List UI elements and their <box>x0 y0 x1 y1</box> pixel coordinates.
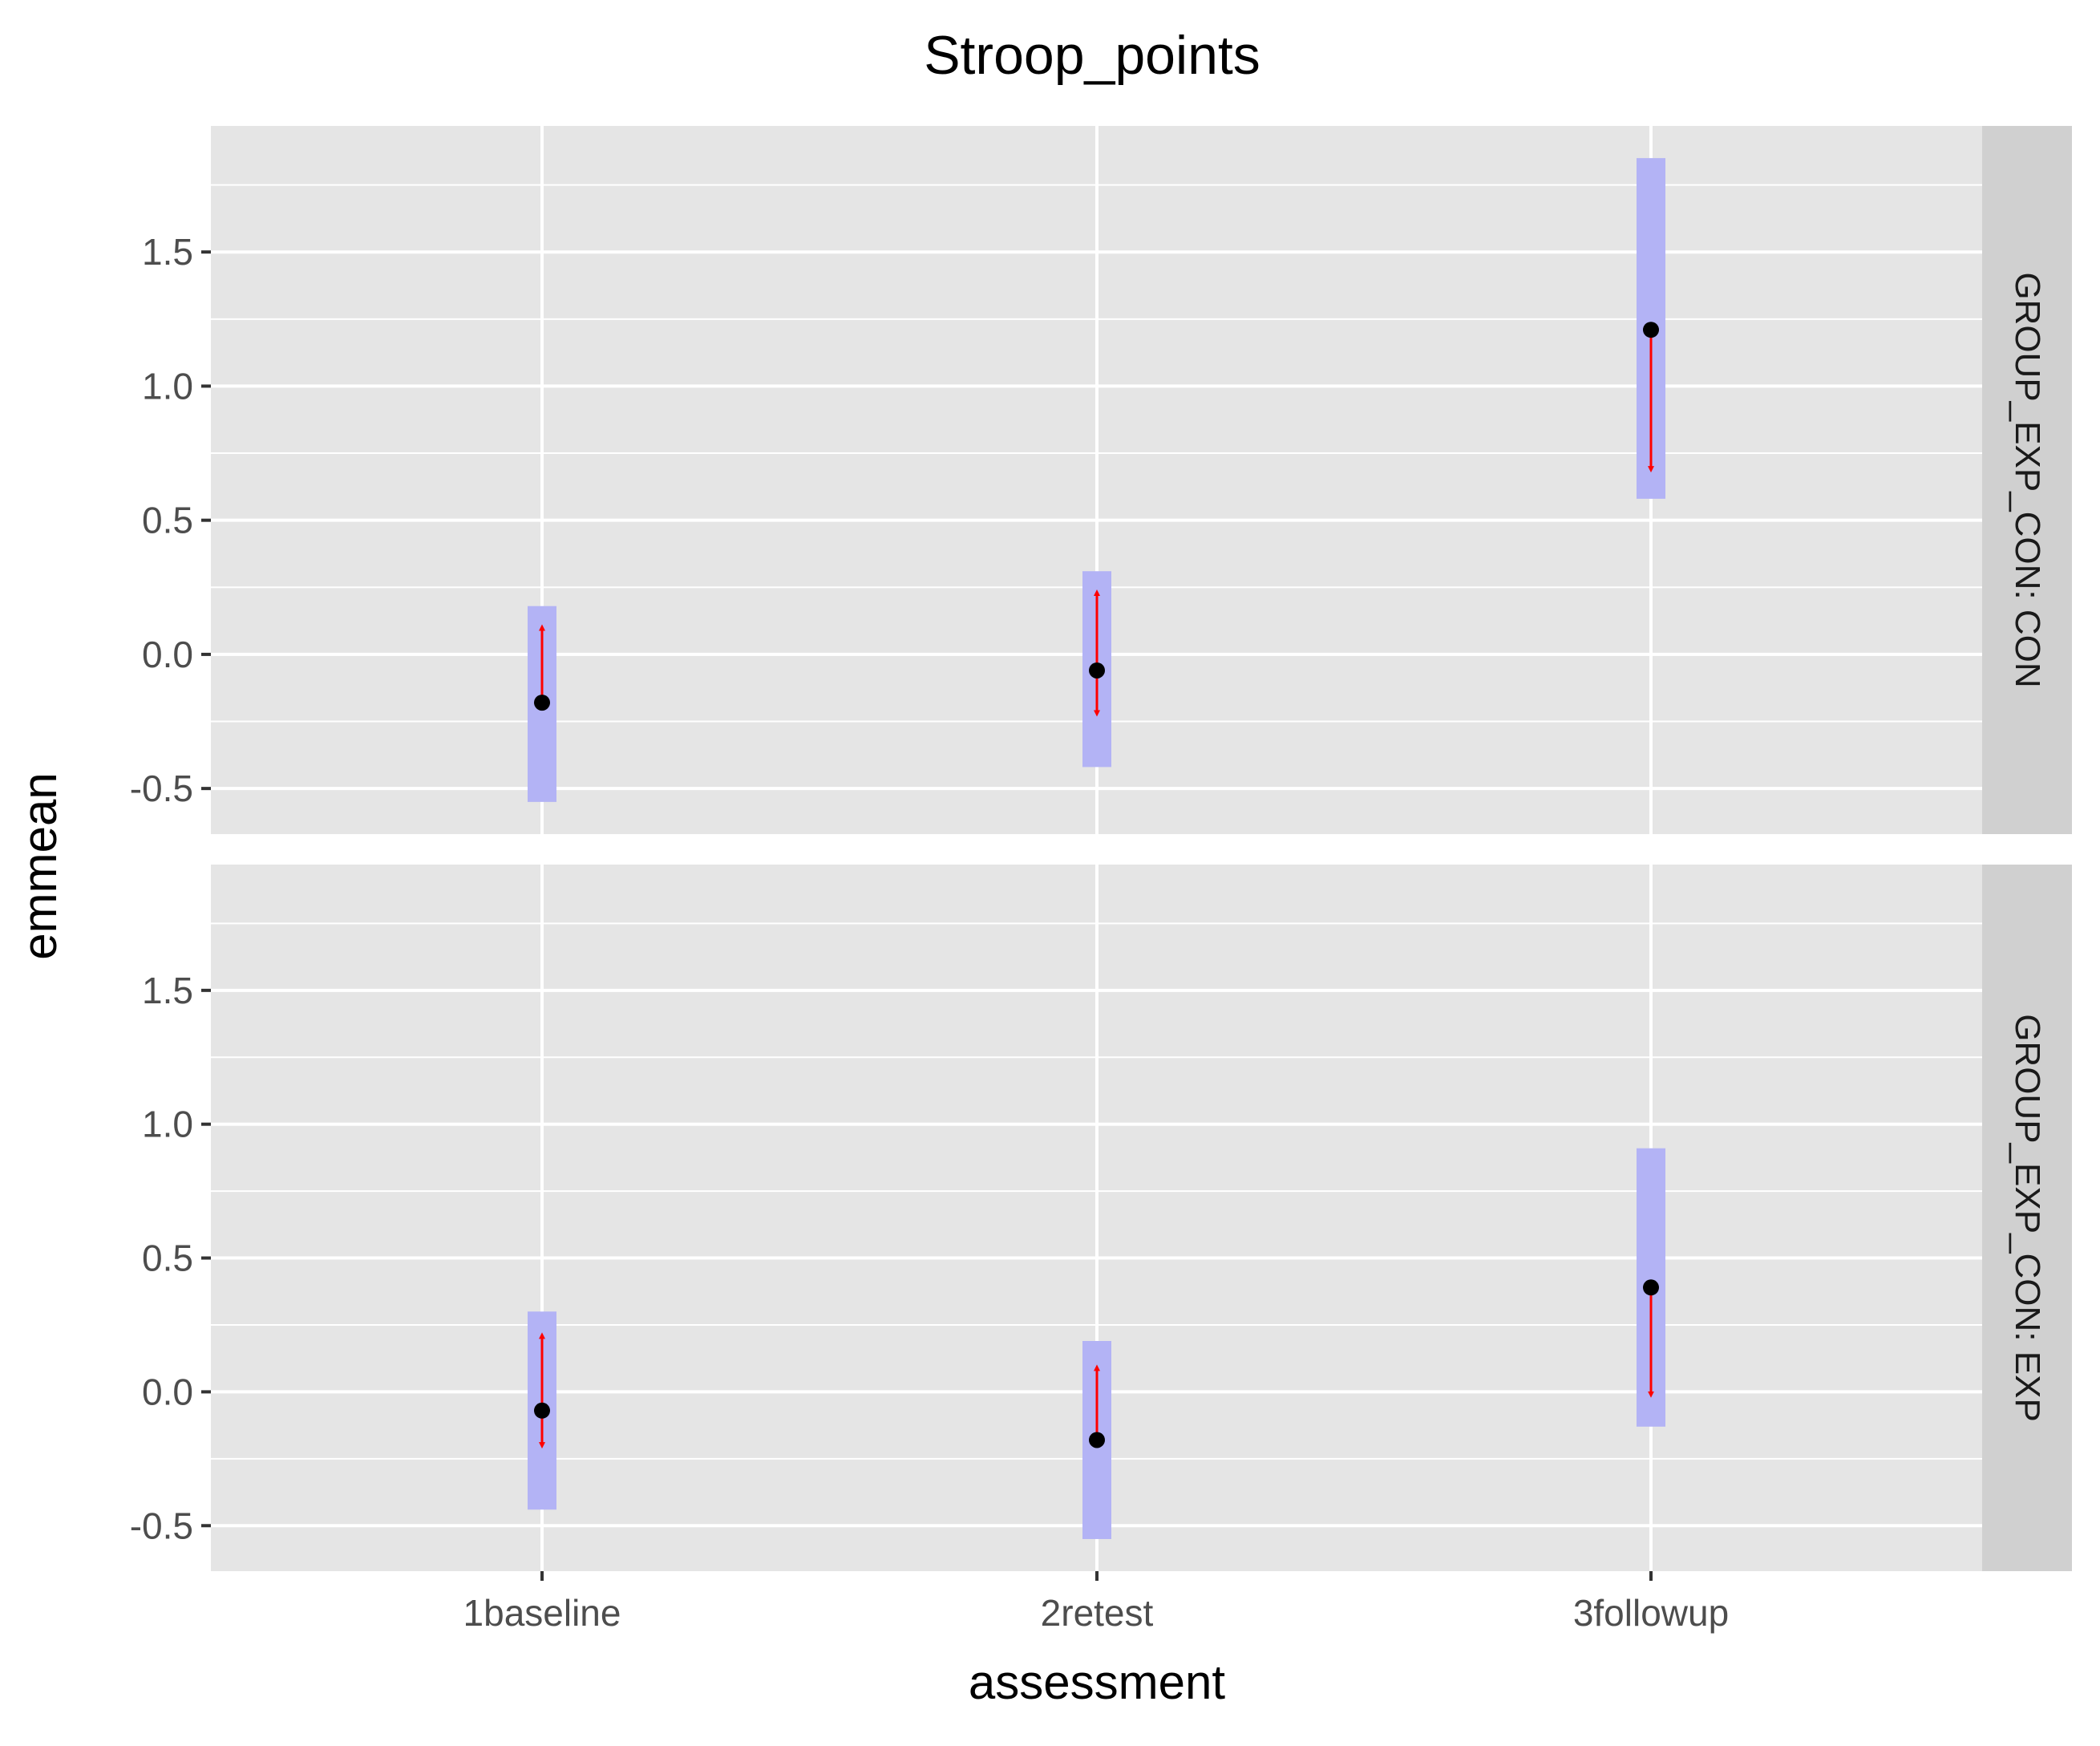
x-tick-label: 1baseline <box>463 1592 621 1634</box>
emmean-point <box>1643 322 1659 338</box>
y-tick-label: -0.5 <box>130 1505 193 1546</box>
emmean-point <box>534 695 550 711</box>
emmean-point <box>1643 1279 1659 1296</box>
facet-strip <box>1982 126 2072 834</box>
x-tick-label: 3followup <box>1573 1592 1729 1634</box>
emmean-point <box>1089 662 1105 679</box>
x-tick-label: 2retest <box>1041 1592 1154 1634</box>
y-tick-label: 0.0 <box>142 634 193 675</box>
y-axis-label: emmean <box>13 772 67 959</box>
emmean-point <box>534 1402 550 1419</box>
y-tick-label: 0.5 <box>142 1238 193 1279</box>
panels-layer: -0.5 0.0 0.5 1.0 1.5 GROUP_EXP_CON: CON -0.5 0.… <box>130 126 2072 1634</box>
facet-strip-label: GROUP_EXP_CON: EXP <box>2008 1014 2047 1422</box>
y-tick-label: -0.5 <box>130 768 193 809</box>
y-tick-label: 1.0 <box>142 365 193 407</box>
panel-2: -0.5 0.0 0.5 1.0 1.5 GROUP_EXP_CON: EXP <box>130 865 2072 1571</box>
y-tick-label: 0.0 <box>142 1371 193 1412</box>
y-tick-label: 1.0 <box>142 1104 193 1145</box>
chart-title: Stroop_points <box>924 25 1260 86</box>
y-tick-label: 0.5 <box>142 500 193 541</box>
y-tick-label: 1.5 <box>142 970 193 1011</box>
facet-strip-label: GROUP_EXP_CON: CON <box>2008 272 2047 687</box>
facet-strip <box>1982 865 2072 1571</box>
emmean-point <box>1089 1432 1105 1448</box>
y-tick-label: 1.5 <box>142 231 193 273</box>
x-axis-label: assessment <box>969 1655 1225 1709</box>
panel-1: -0.5 0.0 0.5 1.0 1.5 GROUP_EXP_CON: CON <box>130 126 2072 834</box>
